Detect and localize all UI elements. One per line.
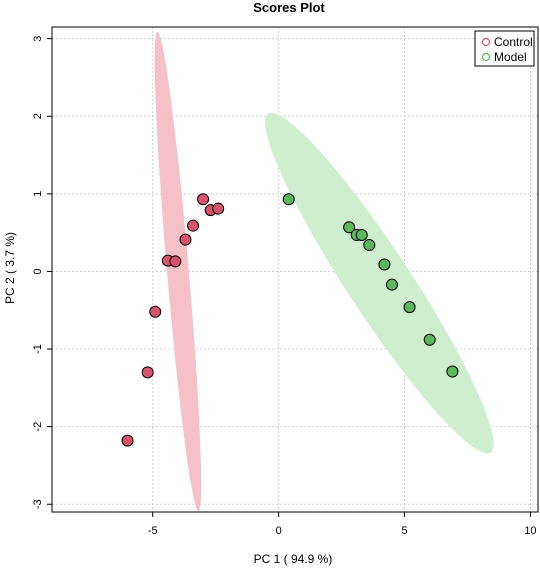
x-tick-label: 5: [401, 525, 407, 537]
y-tick-label: 1: [32, 191, 44, 197]
model-point: [403, 301, 416, 314]
x-tick-label: 10: [524, 525, 536, 537]
y-axis-label: PC 2 ( 3.7 %): [3, 232, 17, 304]
model-point: [355, 228, 368, 241]
control-ellipse: [154, 31, 202, 512]
model-point: [363, 239, 376, 252]
x-tick-label: 0: [276, 525, 282, 537]
grid: [52, 27, 538, 512]
control-point: [121, 434, 134, 447]
control-point: [212, 202, 225, 215]
y-tick-label: 2: [32, 113, 44, 119]
legend-label-model: Model: [494, 50, 527, 64]
y-axis-ticks: -3 -2 -1 0 1 2 3: [32, 36, 52, 509]
y-tick-label: -1: [32, 344, 44, 354]
model-point: [385, 278, 398, 291]
y-tick-label: 3: [32, 36, 44, 42]
x-tick-label: -5: [148, 525, 158, 537]
y-tick-label: -3: [32, 499, 44, 509]
legend: Control Model: [474, 30, 535, 67]
y-tick-label: 0: [32, 268, 44, 274]
control-point: [197, 193, 210, 206]
model-point: [378, 258, 391, 271]
control-point: [141, 366, 154, 379]
plot-frame: [51, 26, 539, 513]
x-axis-ticks: -5 0 5 10: [148, 512, 537, 537]
legend-marker-control: [481, 37, 491, 47]
chart-title: Scores Plot: [253, 0, 325, 15]
model-point: [446, 365, 459, 378]
control-point: [179, 233, 192, 246]
model-point: [343, 221, 356, 234]
model-point: [282, 193, 295, 206]
control-point: [187, 219, 200, 232]
x-axis-label: PC 1 ( 94.9 %): [254, 552, 333, 566]
legend-marker-model: [481, 52, 491, 62]
control-point: [149, 305, 162, 318]
model-ellipse: [265, 112, 494, 454]
model-point: [423, 333, 436, 346]
legend-label-control: Control: [494, 35, 533, 49]
score-points: [121, 193, 459, 447]
y-tick-label: -2: [32, 422, 44, 432]
confidence-ellipses: [154, 31, 494, 512]
control-point: [169, 255, 182, 268]
